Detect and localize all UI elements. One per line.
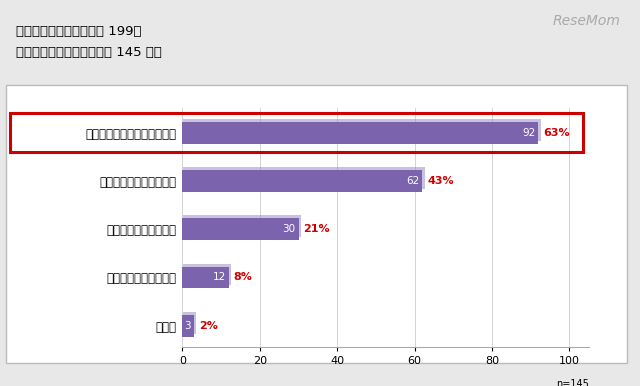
Bar [183,312,196,334]
Text: n=145: n=145 [556,379,589,386]
Text: ・複数回答（有効回答数 199）: ・複数回答（有効回答数 199） [16,25,141,38]
Bar [10,113,582,152]
Bar [182,267,229,288]
Text: 21%: 21% [303,224,330,234]
Text: 62: 62 [406,176,419,186]
Text: ReseMom: ReseMom [553,14,621,27]
Text: ・全員への質問（有効回答 145 人）: ・全員への質問（有効回答 145 人） [16,46,162,59]
Text: 92: 92 [522,128,536,138]
Text: 8%: 8% [234,273,252,283]
Text: 2%: 2% [198,321,218,331]
Bar [183,119,541,141]
Text: 30: 30 [282,224,296,234]
Bar [182,315,194,337]
Text: 12: 12 [212,273,226,283]
Bar [183,264,231,285]
Text: 43%: 43% [427,176,454,186]
Bar [182,218,298,240]
Bar [183,215,301,237]
Bar [182,122,538,144]
Bar [182,170,422,192]
Text: 63%: 63% [543,128,570,138]
Text: 3: 3 [184,321,191,331]
Bar [183,167,425,189]
